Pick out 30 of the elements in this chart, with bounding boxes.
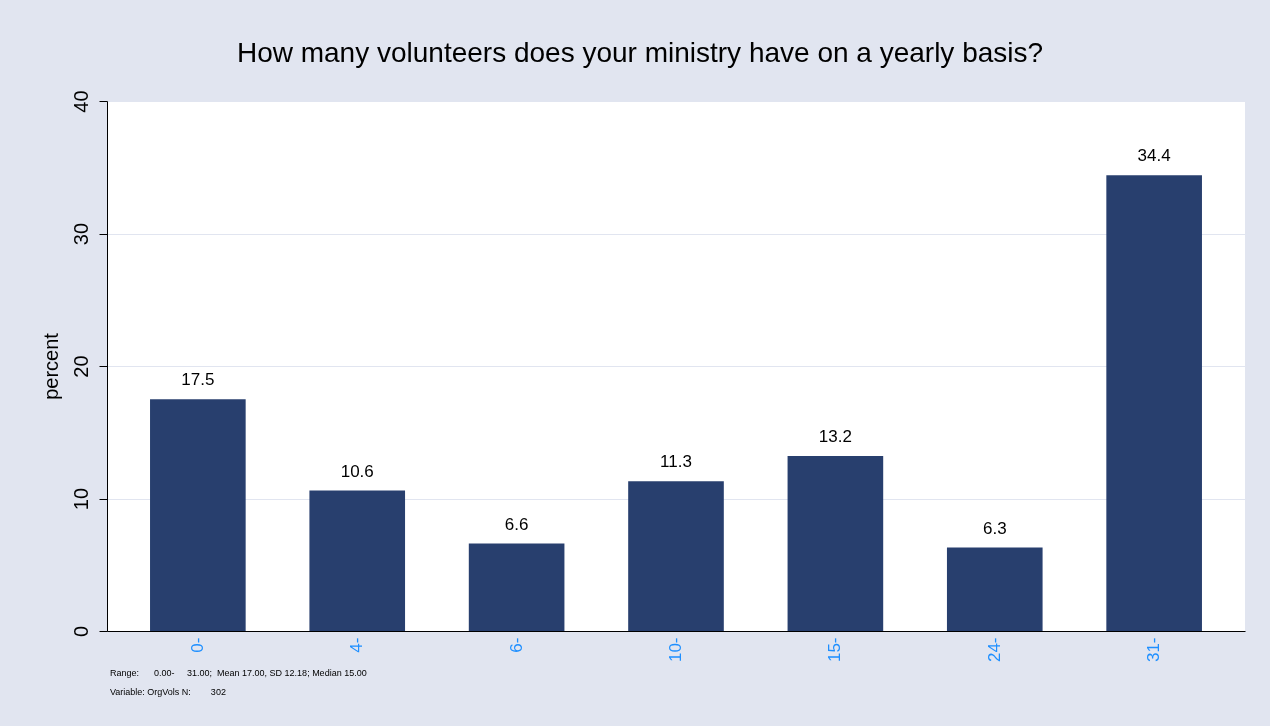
x-tick-label: 15- [825,637,845,663]
x-tick-label: 4- [347,637,367,653]
bar [628,481,724,631]
y-tick-label: 10 [69,487,92,511]
x-tick-label: 31- [1144,637,1164,663]
bar [787,456,884,631]
x-tick-label: 6- [506,637,526,653]
bar [309,490,406,631]
x-tick-label: 24- [984,637,1004,663]
data-label: 34.4 [1137,146,1171,166]
data-label: 10.6 [340,461,374,481]
data-label: 6.6 [504,514,529,534]
x-tick-label: 10- [666,637,685,663]
x-tick-label: 0- [187,637,207,653]
bar [1106,175,1202,631]
bar [946,547,1043,631]
text: Range: 0.00- 31.00; Mean 17.00, SD 12.18; Median 15.00 [110,668,367,680]
chart-title: How many volunteers does your ministry have on a yearly basis? [236,36,1044,68]
y-axis-title: percent [39,332,62,400]
text: Variable: OrgVols N: 302 [110,687,227,699]
data-label: 11.3 [660,452,692,472]
y-tick-label: 40 [69,90,92,113]
bar [150,399,246,631]
data-label: 13.2 [818,427,852,447]
y-tick-label: 30 [69,222,92,246]
data-label: 17.5 [181,370,215,390]
y-tick-label: 0 [69,625,92,638]
bar [468,543,565,631]
y-tick-label: 20 [69,355,92,378]
data-label: 6.3 [982,518,1007,538]
